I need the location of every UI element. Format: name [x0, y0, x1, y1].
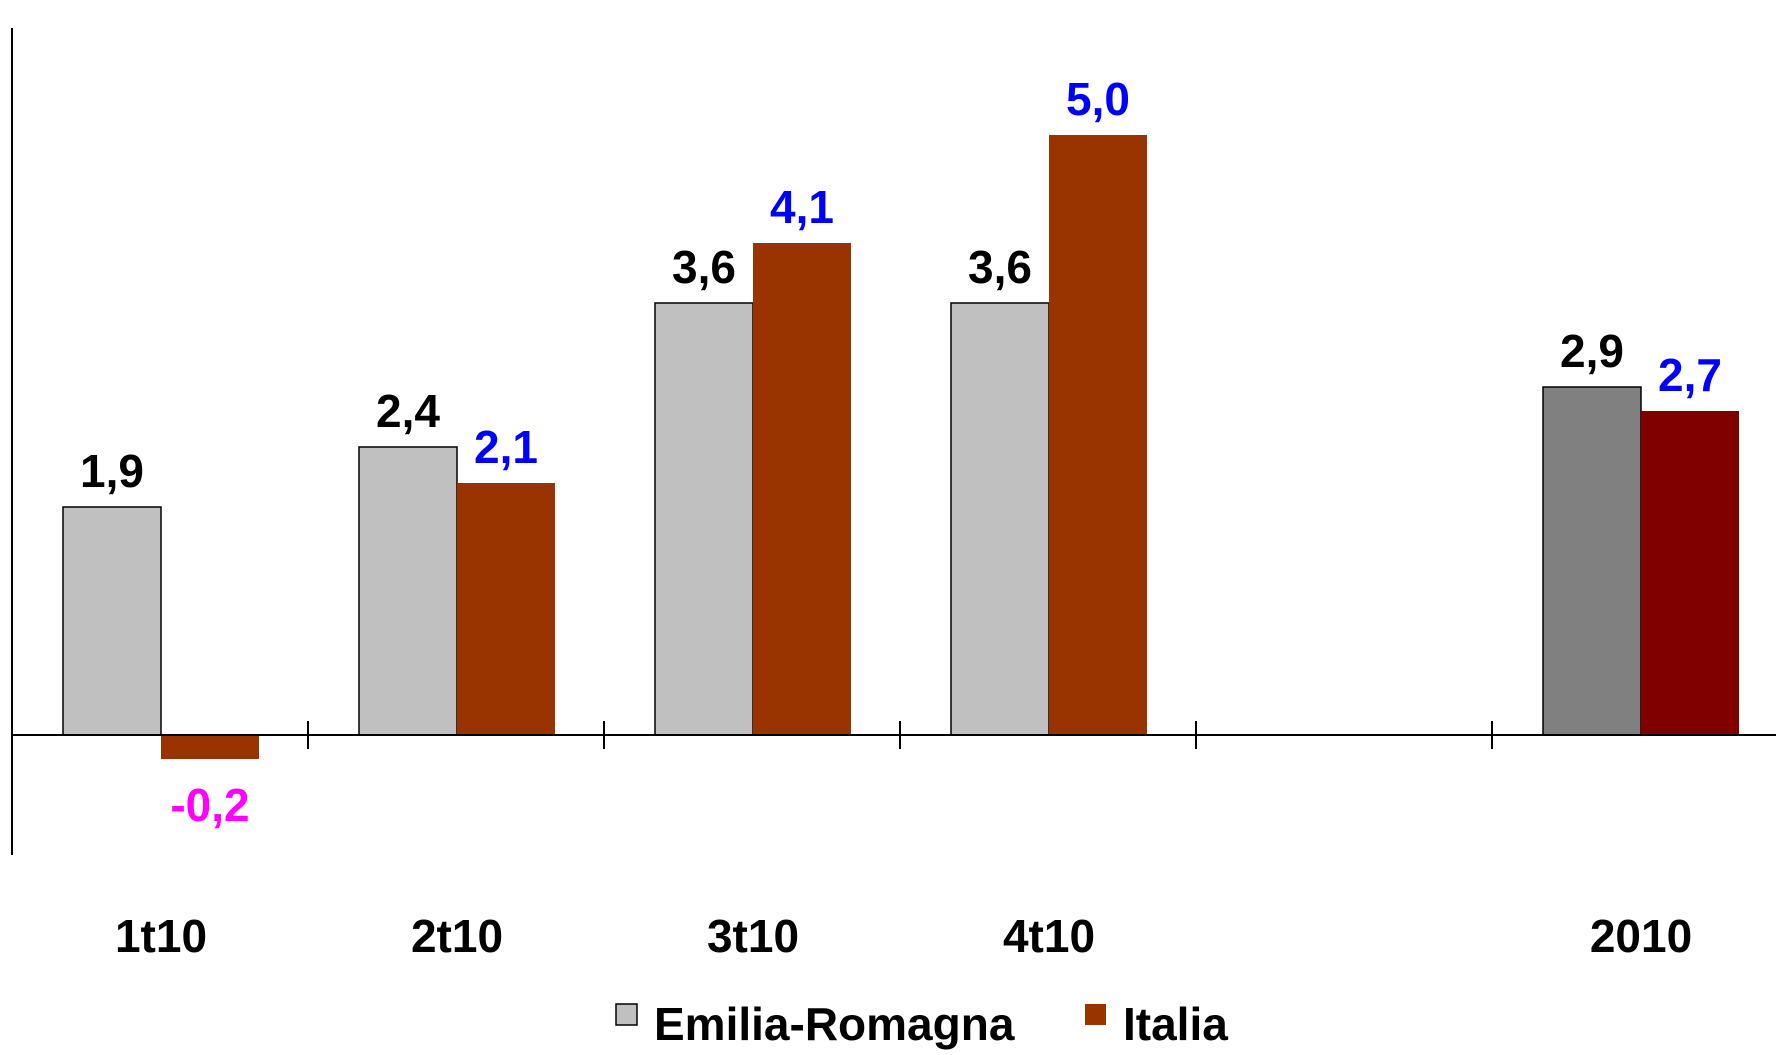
category-label-2010: 2010 — [1590, 910, 1692, 962]
category-label-2t10: 2t10 — [411, 910, 503, 962]
bar-emilia-romagna-2t10 — [358, 446, 458, 736]
category-label-3t10: 3t10 — [707, 910, 799, 962]
data-label-italia-2010: 2,7 — [1658, 349, 1722, 401]
legend-label-emilia-romagna: Emilia-Romagna — [654, 998, 1015, 1050]
bars-layer — [62, 135, 1739, 759]
data-label-italia-4t10: 5,0 — [1066, 73, 1130, 125]
category-labels: 1t10 2t10 3t10 4t10 2010 — [115, 910, 1692, 962]
bar-emilia-romagna-4t10 — [950, 302, 1050, 736]
data-label-italia-1t10: -0,2 — [170, 779, 249, 831]
legend-swatch-emilia-romagna — [615, 1003, 638, 1026]
data-label-emilia-romagna-2t10: 2,4 — [376, 385, 440, 437]
data-label-emilia-romagna-2010: 2,9 — [1560, 325, 1624, 377]
axes — [11, 28, 1776, 855]
data-labels: 1,9 -0,2 2,4 2,1 3,6 4,1 3,6 5,0 2,9 2,7 — [80, 73, 1722, 831]
data-label-emilia-romagna-1t10: 1,9 — [80, 445, 144, 497]
bar-italia-3t10 — [753, 243, 851, 735]
bar-italia-2t10 — [457, 483, 555, 735]
data-label-emilia-romagna-3t10: 3,6 — [672, 241, 736, 293]
bar-emilia-romagna-1t10 — [62, 506, 162, 736]
data-label-italia-2t10: 2,1 — [474, 421, 538, 473]
legend: Emilia-Romagna Italia — [615, 998, 1228, 1050]
bar-emilia-romagna-2010 — [1542, 386, 1642, 736]
legend-swatch-italia — [1085, 1004, 1106, 1025]
bar-emilia-romagna-3t10 — [654, 302, 754, 736]
legend-label-italia: Italia — [1123, 998, 1228, 1050]
bar-italia-2010 — [1641, 411, 1739, 735]
category-label-4t10: 4t10 — [1003, 910, 1095, 962]
data-label-italia-3t10: 4,1 — [770, 181, 834, 233]
category-label-1t10: 1t10 — [115, 910, 207, 962]
bar-italia-4t10 — [1049, 135, 1147, 735]
bar-italia-1t10 — [161, 735, 259, 759]
data-label-emilia-romagna-4t10: 3,6 — [968, 241, 1032, 293]
